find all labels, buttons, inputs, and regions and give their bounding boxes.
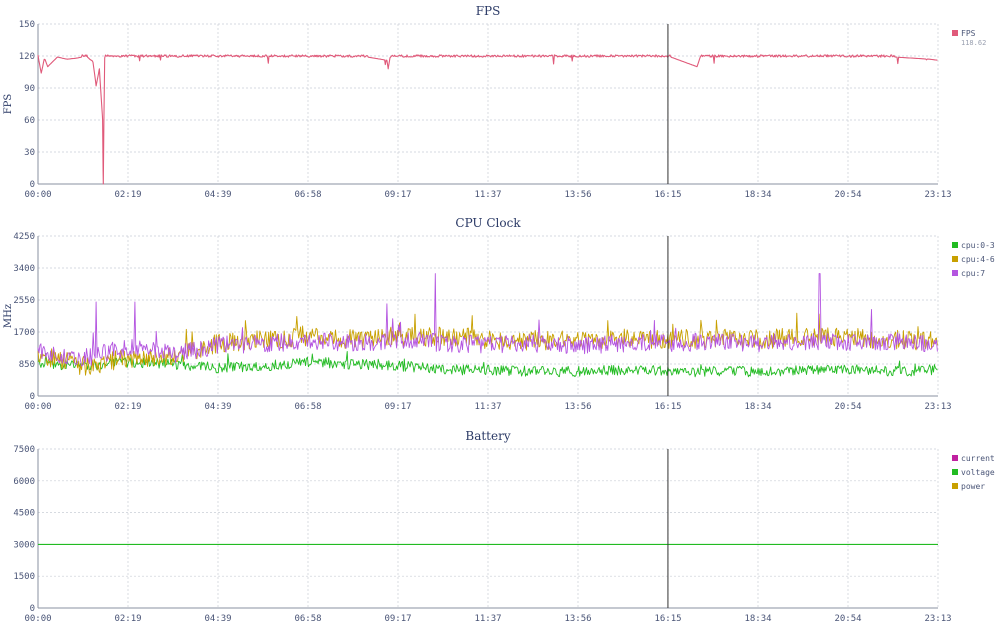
y-tick-label: 2550: [13, 296, 35, 306]
chart-title: CPU Clock: [455, 216, 521, 230]
y-tick-label: 150: [19, 20, 35, 30]
chart-title: FPS: [476, 4, 501, 18]
x-tick-label: 11:37: [474, 402, 501, 412]
x-tick-label: 13:56: [564, 190, 591, 200]
x-tick-label: 23:13: [924, 402, 951, 412]
x-tick-label: 16:15: [654, 190, 681, 200]
y-tick-label: 60: [24, 116, 35, 126]
x-tick-label: 00:00: [24, 190, 51, 200]
legend-label: power: [961, 482, 985, 491]
legend-swatch: [952, 455, 958, 461]
x-tick-label: 20:54: [834, 402, 861, 412]
x-tick-label: 04:39: [204, 402, 231, 412]
x-tick-label: 16:15: [654, 614, 681, 624]
x-tick-label: 02:19: [114, 614, 141, 624]
y-tick-label: 4250: [13, 232, 35, 242]
legend-swatch: [952, 270, 958, 276]
x-tick-label: 11:37: [474, 190, 501, 200]
legend-label: current: [961, 454, 995, 463]
x-tick-label: 00:00: [24, 402, 51, 412]
y-tick-label: 0: [30, 392, 35, 402]
x-tick-label: 20:54: [834, 614, 861, 624]
x-tick-label: 09:17: [384, 402, 411, 412]
chart-1: FPS FPS 0 30 60 90 120 150 00:00 02:19 04:39 06:58 0…: [3, 4, 986, 200]
series-line-cpu-0-3: [37, 351, 938, 378]
x-tick-label: 23:13: [924, 190, 951, 200]
x-tick-label: 09:17: [384, 190, 411, 200]
y-tick-label: 30: [24, 148, 35, 158]
y-tick-label: 0: [30, 604, 35, 614]
chart-title: Battery: [465, 429, 510, 443]
legend-swatch: [952, 256, 958, 262]
x-tick-label: 13:56: [564, 402, 591, 412]
y-tick-label: 4500: [13, 509, 35, 519]
legend-label: voltage: [961, 468, 995, 477]
legend-label: cpu:4-6: [961, 255, 995, 264]
x-tick-label: 20:54: [834, 190, 861, 200]
y-tick-label: 3000: [13, 540, 35, 550]
x-tick-label: 04:39: [204, 190, 231, 200]
legend-swatch: [952, 242, 958, 248]
y-tick-label: 850: [19, 360, 35, 370]
y-tick-label: 120: [19, 52, 35, 62]
y-tick-label: 1700: [13, 328, 35, 338]
series-line-fps: [37, 54, 938, 185]
x-tick-label: 02:19: [114, 190, 141, 200]
x-tick-label: 23:13: [924, 614, 951, 624]
legend-swatch: [952, 30, 958, 36]
chart-3: Battery 0 1500 3000 4500 6000 7500 00:00 02:19 04…: [13, 429, 995, 624]
y-tick-label: 0: [30, 180, 35, 190]
x-tick-label: 13:56: [564, 614, 591, 624]
legend-swatch: [952, 483, 958, 489]
legend-swatch: [952, 469, 958, 475]
x-tick-label: 09:17: [384, 614, 411, 624]
x-tick-label: 06:58: [294, 614, 321, 624]
x-tick-label: 00:00: [24, 614, 51, 624]
x-tick-label: 18:34: [744, 614, 771, 624]
y-tick-label: 3400: [13, 264, 35, 274]
y-axis-label: MHz: [3, 304, 14, 328]
x-tick-label: 11:37: [474, 614, 501, 624]
x-tick-label: 18:34: [744, 190, 771, 200]
y-tick-label: 90: [24, 84, 35, 94]
x-tick-label: 04:39: [204, 614, 231, 624]
series-line-cpu-7: [37, 273, 938, 367]
legend-label: cpu:0-3: [961, 241, 995, 250]
x-tick-label: 06:58: [294, 190, 321, 200]
x-tick-label: 02:19: [114, 402, 141, 412]
x-tick-label: 18:34: [744, 402, 771, 412]
y-tick-label: 6000: [13, 477, 35, 487]
y-axis-label: FPS: [3, 94, 14, 115]
chart-2: CPU Clock MHz 0 850 1700 2550 3400 4250 00:00 02:…: [3, 216, 995, 412]
legend-label: cpu:7: [961, 269, 985, 278]
y-tick-label: 1500: [13, 572, 35, 582]
legend-value: 118.62: [961, 39, 986, 47]
y-tick-label: 7500: [13, 445, 35, 455]
legend-label: FPS: [961, 29, 976, 38]
x-tick-label: 06:58: [294, 402, 321, 412]
x-tick-label: 16:15: [654, 402, 681, 412]
